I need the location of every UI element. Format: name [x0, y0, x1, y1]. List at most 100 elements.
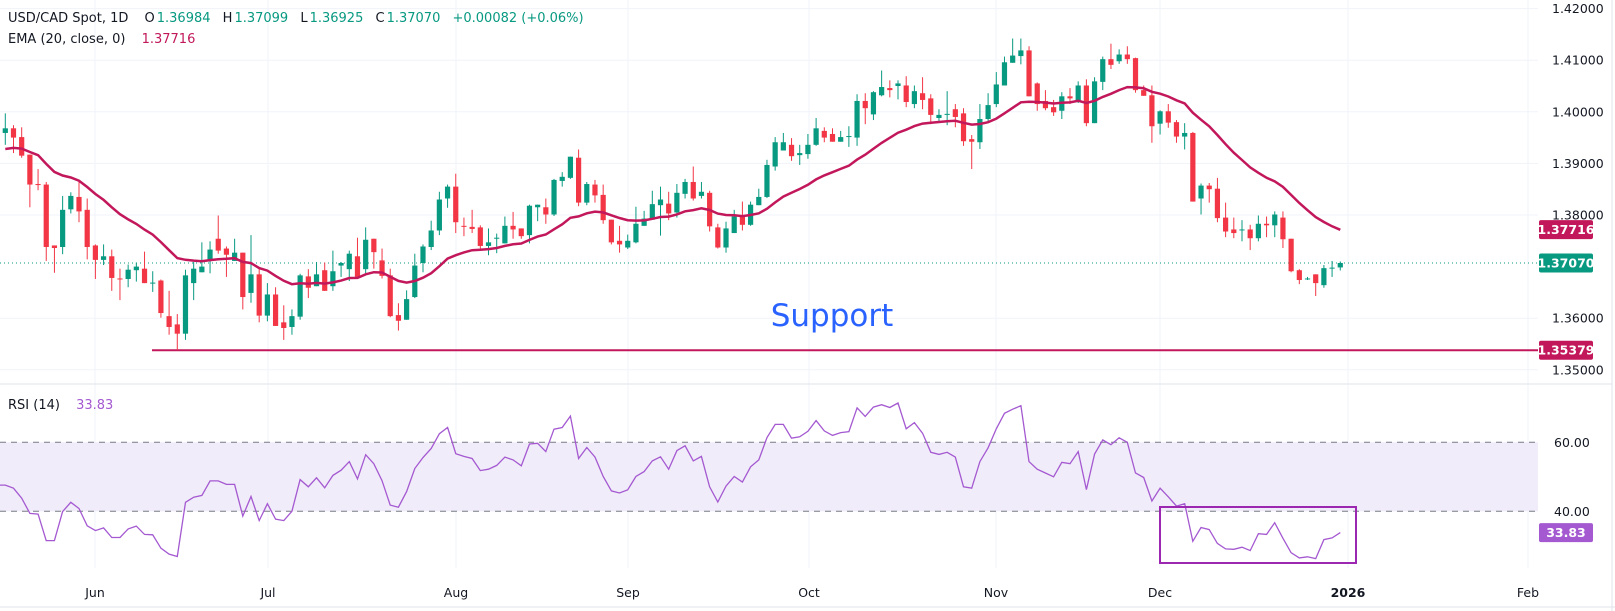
candle — [158, 279, 164, 318]
candle — [1280, 211, 1286, 249]
candle-body — [1075, 85, 1081, 101]
candle — [592, 179, 598, 203]
candle — [215, 215, 221, 254]
support-label[interactable]: Support — [771, 298, 894, 334]
candle-body — [272, 294, 279, 326]
candle — [338, 261, 344, 277]
candle-body — [1124, 54, 1130, 60]
candle-body — [125, 269, 131, 279]
candle-body — [879, 87, 885, 96]
candle — [821, 127, 827, 143]
candle-body — [969, 139, 975, 142]
candle — [141, 251, 148, 284]
candle-body — [592, 184, 598, 196]
rsi-legend-label[interactable]: RSI (14) — [8, 398, 60, 413]
time-axis[interactable]: Jun Jul Aug Sep Oct Nov Dec 2026 Feb — [84, 585, 1539, 600]
rsi-highlight-box[interactable] — [1159, 506, 1357, 564]
time-tick-label: Jul — [259, 585, 275, 600]
candle-body — [1206, 185, 1212, 190]
candle — [1296, 269, 1302, 285]
candle-body — [305, 276, 311, 288]
candle-body — [428, 230, 434, 247]
time-tick-label: Nov — [984, 585, 1009, 600]
price-tick-label: 1.40000 — [1552, 104, 1604, 119]
symbol-title[interactable]: USD/CAD Spot, 1D — [8, 11, 129, 26]
candle — [428, 220, 434, 251]
candle — [657, 186, 664, 236]
candle — [797, 144, 803, 165]
candle — [1173, 120, 1180, 143]
ema-legend-label[interactable]: EMA (20, close, 0) — [8, 32, 126, 47]
candle — [35, 169, 41, 191]
candle-body — [1272, 214, 1278, 226]
candle-body — [117, 278, 123, 280]
candle — [322, 262, 328, 291]
candle — [993, 72, 999, 108]
candle — [952, 104, 958, 128]
candle — [166, 290, 172, 335]
candle-body — [1042, 100, 1049, 109]
time-tick-label: Sep — [616, 585, 640, 600]
price-tags: 1.37716 1.37070 1.35379 33.83 — [1538, 220, 1595, 543]
time-tick-label: Oct — [798, 585, 820, 600]
candle-body — [641, 218, 647, 226]
candle — [960, 108, 967, 146]
candle-body — [354, 256, 361, 277]
candle-body — [1026, 50, 1032, 97]
candle — [207, 241, 213, 274]
candle — [100, 244, 107, 266]
candle-body — [731, 216, 737, 234]
candle-body — [625, 240, 631, 248]
candle-body — [1157, 111, 1163, 124]
candle-body — [616, 240, 623, 245]
candle — [543, 198, 549, 224]
candle — [199, 242, 205, 273]
candle — [813, 117, 819, 146]
open-label: O — [144, 11, 155, 26]
candle-body — [1337, 262, 1343, 268]
candle-body — [191, 268, 197, 284]
candle — [363, 227, 369, 274]
candle — [256, 269, 262, 323]
candle-body — [1132, 58, 1139, 91]
candle — [1182, 123, 1188, 150]
candle — [1288, 238, 1294, 273]
candle-body — [1165, 111, 1171, 123]
ema-legend[interactable]: EMA (20, close, 0) 1.37716 — [8, 32, 197, 47]
candle — [682, 178, 688, 199]
candle-body — [952, 109, 958, 117]
rsi-axis[interactable]: 60.00 40.00 — [1554, 435, 1590, 519]
candle — [911, 85, 917, 109]
candle — [453, 173, 459, 234]
price-axis[interactable]: 1.42000 1.41000 1.40000 1.39000 1.38000 1.360… — [1552, 1, 1604, 377]
candle-body — [764, 164, 770, 197]
symbol-legend[interactable]: USD/CAD Spot, 1D O 1.36984 H 1.37099 L 1.36… — [8, 11, 586, 26]
candle-body — [297, 275, 303, 317]
price-tick-label: 1.39000 — [1552, 156, 1604, 171]
candle-body — [1190, 132, 1196, 202]
candle-body — [911, 91, 917, 105]
candle — [584, 181, 590, 206]
candle — [1059, 92, 1065, 120]
candle-body — [2, 128, 8, 133]
rsi-legend[interactable]: RSI (14) 33.83 — [8, 398, 115, 413]
ema-line — [5, 85, 1341, 286]
candle-body — [821, 130, 827, 138]
candle-body — [1280, 217, 1286, 240]
candle-body — [854, 100, 860, 138]
candle-body — [1198, 185, 1204, 199]
candle-body — [518, 228, 524, 237]
candle-body — [772, 142, 778, 167]
candle — [1116, 49, 1122, 64]
candle — [281, 305, 287, 340]
ema-legend-value: 1.37716 — [141, 32, 196, 47]
candle-body — [1296, 270, 1302, 281]
candle — [1034, 82, 1040, 111]
price-tick-label: 1.42000 — [1552, 1, 1604, 16]
open-value: 1.36984 — [156, 11, 211, 26]
candle — [371, 238, 377, 269]
candle-body — [838, 137, 844, 142]
candle — [248, 235, 254, 303]
candle-body — [1313, 274, 1319, 284]
